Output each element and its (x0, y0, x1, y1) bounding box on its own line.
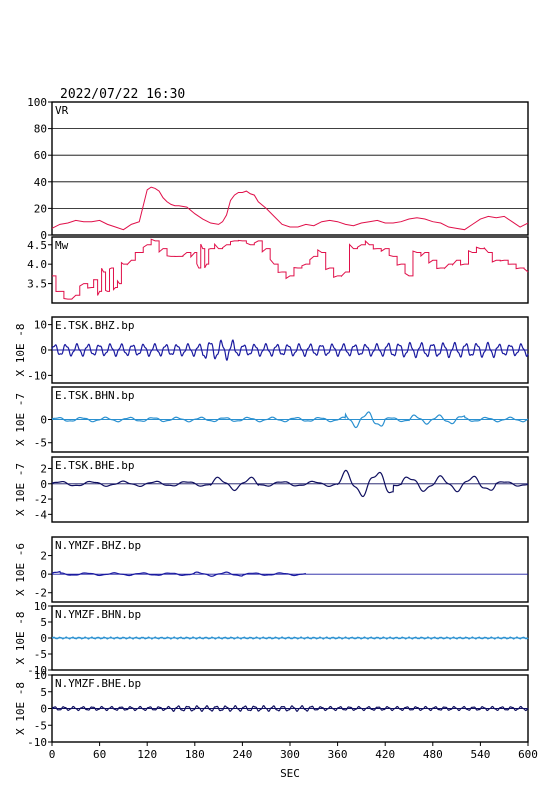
unit-label: X 10E -8 (14, 612, 27, 665)
panel-7: -10 -5 0 5 10 N.YMZF.BHN.bp X 10E -8 (14, 600, 529, 677)
y-tick-label: -10 (27, 369, 47, 382)
y-tick-label: 100 (27, 96, 47, 109)
panel-frame (51, 456, 529, 523)
y-tick-label: -5 (34, 719, 47, 732)
panel-frame (51, 536, 529, 603)
unit-label: X 10E -6 (14, 543, 27, 596)
series-line (51, 411, 529, 429)
y-tick-label: 5 (40, 686, 47, 699)
panel-frame (51, 101, 529, 236)
y-tick-label: 40 (34, 176, 47, 189)
panel-label: Mw (55, 239, 69, 252)
unit-label: X 10E -8 (14, 324, 27, 377)
panel-label: N.YMZF.BHZ.bp (55, 539, 141, 552)
y-tick-label: 4.0 (27, 258, 47, 271)
y-tick-label: 60 (34, 149, 47, 162)
panel-6: -2 0 2 N.YMZF.BHZ.bp X 10E -6 (14, 536, 529, 603)
y-tick-label: -5 (34, 648, 47, 661)
panel-frame (51, 236, 529, 304)
series-line (51, 469, 529, 498)
x-tick-label: 300 (280, 748, 300, 761)
series-line (51, 570, 307, 577)
panel-1: 0 20 40 60 80 100 VR (27, 96, 529, 242)
y-tick-label: 0 (40, 344, 47, 357)
y-tick-label: 3.5 (27, 278, 47, 291)
y-tick-label: 5 (40, 616, 47, 629)
x-tick-label: 600 (518, 748, 538, 761)
panel-label: N.YMZF.BHE.bp (55, 677, 141, 690)
panel-label: VR (55, 104, 69, 117)
series-line (52, 238, 529, 300)
series-line (51, 705, 529, 712)
y-tick-label: 0 (40, 229, 47, 242)
panel-label: E.TSK.BHN.bp (55, 389, 134, 402)
panel-label: E.TSK.BHE.bp (55, 459, 134, 472)
panel-3: -10 0 10 E.TSK.BHZ.bp X 10E -8 (14, 316, 529, 384)
y-tick-label: -10 (27, 736, 47, 749)
y-tick-label: 2 (40, 462, 47, 475)
y-tick-label: -2 (34, 493, 47, 506)
panel-label: E.TSK.BHZ.bp (55, 319, 134, 332)
y-tick-label: 80 (34, 123, 47, 136)
y-tick-label: 20 (34, 202, 47, 215)
panel-label: N.YMZF.BHN.bp (55, 608, 141, 621)
panel-8: -10 -5 0 5 10 N.YMZF.BHE.bp X 10E -8 (14, 669, 529, 749)
unit-label: X 10E -7 (14, 463, 27, 516)
y-tick-label: 4.5 (27, 239, 47, 252)
y-tick-label: -10 (27, 664, 47, 677)
x-tick-label: 360 (328, 748, 348, 761)
unit-label: X 10E -7 (14, 393, 27, 446)
y-tick-label: -4 (34, 508, 48, 521)
x-tick-label: 480 (423, 748, 443, 761)
panel-2: 3.5 4.0 4.5 Mw (27, 236, 529, 304)
x-tick-label: 120 (137, 748, 157, 761)
panel-4: -5 0 E.TSK.BHN.bp X 10E -7 (14, 386, 529, 453)
x-tick-label: 0 (49, 748, 56, 761)
y-tick-label: 0 (40, 632, 47, 645)
y-tick-label: -5 (34, 437, 47, 450)
x-axis-label: SEC (280, 767, 300, 780)
y-tick-label: 0 (40, 703, 47, 716)
unit-label: X 10E -8 (14, 682, 27, 735)
y-tick-label: 0 (40, 568, 47, 581)
panel-5: -4 -2 0 2 E.TSK.BHE.bp X 10E -7 (14, 456, 529, 523)
series-line (51, 339, 529, 362)
series-line (51, 636, 529, 640)
x-tick-label: 540 (470, 748, 490, 761)
y-tick-label: 0 (40, 478, 47, 491)
y-tick-label: 0 (40, 414, 47, 427)
x-tick-label: 60 (93, 748, 106, 761)
y-tick-label: 10 (34, 319, 47, 332)
y-tick-label: 10 (34, 669, 47, 682)
y-tick-label: 2 (40, 550, 47, 563)
x-tick-label: 240 (232, 748, 252, 761)
y-tick-label: -2 (34, 587, 47, 600)
header-datetime: 2022/07/22 16:30 (60, 87, 185, 102)
y-tick-label: 10 (34, 600, 47, 613)
series-line (51, 186, 529, 231)
x-tick-label: 180 (185, 748, 205, 761)
x-tick-label: 420 (375, 748, 395, 761)
